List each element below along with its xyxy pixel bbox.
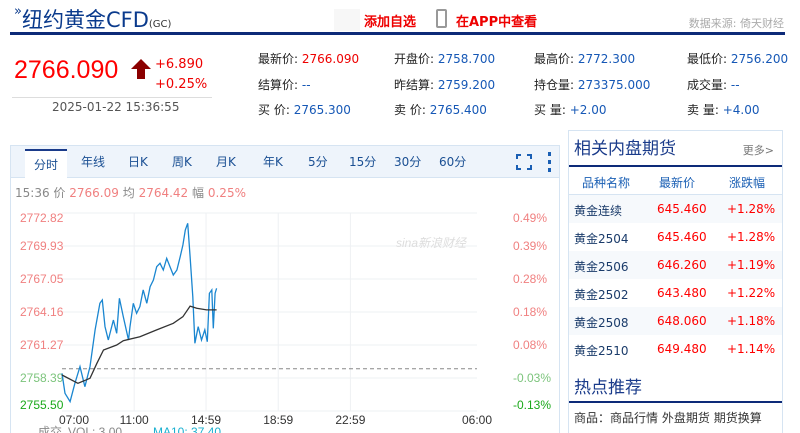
- quote-field: 最高价: 2772.300: [534, 52, 636, 66]
- tab-5[interactable]: 年K: [263, 155, 283, 169]
- y-tick-label: 2758.39: [20, 371, 64, 385]
- hot-link[interactable]: 期货换算: [713, 411, 762, 425]
- x-tick-label: 07:00: [59, 413, 89, 427]
- current-price: 2766.090: [14, 56, 119, 84]
- y2-tick-label: 0.39%: [513, 239, 547, 253]
- y2-tick-label: 0.08%: [513, 338, 547, 352]
- divider: [12, 97, 212, 98]
- more-link[interactable]: 更多>: [742, 144, 774, 157]
- tab-4[interactable]: 月K: [216, 155, 236, 169]
- list-item[interactable]: 黄金2504 645.460 +1.28%: [569, 223, 782, 251]
- divider: [569, 165, 782, 167]
- list-item[interactable]: 黄金连续 645.460 +1.28%: [569, 195, 782, 223]
- average-line: [61, 305, 217, 385]
- list-item[interactable]: 黄金2506 646.260 +1.19%: [569, 251, 782, 279]
- y2-tick-label: 0.18%: [513, 305, 547, 319]
- header-divider: [10, 32, 785, 35]
- tab-7[interactable]: 15分: [349, 155, 377, 169]
- tab-8[interactable]: 30分: [394, 155, 422, 169]
- price-line: [61, 223, 218, 404]
- y-tick-label: 2769.93: [20, 239, 64, 253]
- chart-tabs: 分时 年线 日K 周K 月K 年K 5分 15分 30分 60分: [11, 146, 559, 178]
- related-futures-panel: 相关内盘期货 更多> 品种名称 最新价 涨跌幅 黄金连续 645.460 +1.28% 黄…: [568, 130, 783, 433]
- x-tick-label: 22:59: [335, 413, 365, 427]
- watermark-logo: sina新浪财经: [396, 236, 468, 250]
- fullscreen-icon[interactable]: [516, 154, 532, 170]
- related-futures-title: 相关内盘期货: [574, 139, 676, 159]
- page-title: »纽约黄金CFD(GC): [14, 4, 172, 32]
- x-tick-label: 06:00: [462, 413, 492, 427]
- quote-field: 最低价: 2756.200: [687, 52, 789, 66]
- quote-field: 最新价: 2766.090: [258, 52, 360, 66]
- y-tick-label: 2755.50: [20, 398, 64, 412]
- volume-legend: VOL: 3.00: [68, 425, 122, 433]
- up-arrow-icon: [131, 59, 151, 79]
- hot-title: 热点推荐: [574, 378, 642, 398]
- quote-field: 持仓量: 273375.000: [534, 78, 651, 92]
- hot-links: 商品：商品行情 外盘期货 期货换算: [574, 411, 762, 425]
- quote-field: 卖 价: 2765.400: [394, 103, 487, 117]
- tab-1[interactable]: 年线: [81, 155, 106, 169]
- y2-tick-label: -0.13%: [513, 398, 551, 412]
- x-tick-label: 11:00: [120, 413, 149, 427]
- y2-tick-label: -0.03%: [513, 371, 551, 385]
- y-tick-label: 2761.27: [20, 338, 64, 352]
- x-tick-label: 14:59: [191, 413, 221, 427]
- table-header: 品种名称 最新价 涨跌幅: [569, 167, 782, 195]
- quote-field: 开盘价: 2758.700: [394, 52, 496, 66]
- tab-3[interactable]: 周K: [172, 155, 192, 169]
- quote-field: 买 价: 2765.300: [258, 103, 351, 117]
- hot-link[interactable]: 外盘期货: [661, 411, 710, 425]
- quote-field: 成交量: --: [687, 78, 740, 92]
- y2-tick-label: 0.28%: [513, 272, 547, 286]
- more-menu-icon[interactable]: [548, 152, 551, 172]
- chart-panel: 分时 年线 日K 周K 月K 年K 5分 15分 30分 60分 15:36 价 2766.09 …: [10, 145, 560, 433]
- tab-9[interactable]: 60分: [439, 155, 467, 169]
- hot-link[interactable]: 商品行情: [610, 411, 659, 425]
- list-item[interactable]: 黄金2502 643.480 +1.22%: [569, 279, 782, 307]
- volume-legend: MA10: 37.40: [153, 425, 221, 433]
- quote-field: 卖 量: +4.00: [687, 103, 760, 117]
- divider: [569, 401, 782, 403]
- quote-field: 昨结算: 2759.200: [394, 78, 496, 92]
- y-tick-label: 2772.82: [20, 211, 64, 225]
- tab-2[interactable]: 日K: [128, 155, 148, 169]
- tab-6[interactable]: 5分: [308, 155, 328, 169]
- quote-field: 买 量: +2.00: [534, 103, 607, 117]
- y-tick-label: 2767.05: [20, 272, 64, 286]
- quote-field: 结算价: --: [258, 78, 311, 92]
- add-watch-icon[interactable]: [334, 9, 360, 31]
- volume-legend: 成交: [38, 424, 62, 433]
- list-item[interactable]: 黄金2508 648.060 +1.18%: [569, 307, 782, 335]
- list-item[interactable]: 黄金2510 649.480 +1.14%: [569, 335, 782, 363]
- x-tick-label: 18:59: [263, 413, 293, 427]
- add-watch-button[interactable]: 添加自选: [364, 15, 417, 30]
- chart-info: 15:36 价 2766.09 均 2764.42 幅 0.25%: [15, 186, 246, 200]
- quote-time: 2025-01-22 15:36:55: [52, 100, 180, 114]
- y-tick-label: 2764.16: [20, 305, 64, 319]
- view-in-app-button[interactable]: 在APP中查看: [456, 15, 538, 30]
- price-change: +6.890 +0.25%: [155, 57, 208, 92]
- data-source: 数据来源: 倚天财经: [688, 17, 784, 30]
- phone-icon: [436, 9, 447, 28]
- tab-0[interactable]: 分时: [25, 149, 68, 178]
- y2-tick-label: 0.49%: [513, 211, 547, 225]
